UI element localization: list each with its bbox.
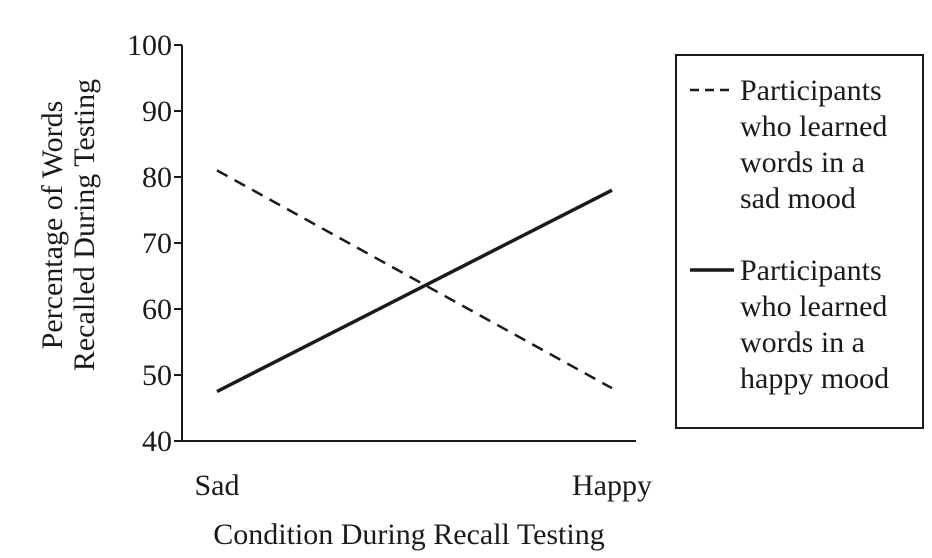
y-axis-label: Percentage of Words Recalled During Test… xyxy=(36,79,101,371)
legend-entry-text: who learned xyxy=(740,290,887,323)
y-axis: 40 50 60 70 80 90 100 xyxy=(127,29,183,458)
y-tick-label: 80 xyxy=(142,161,172,194)
series-lines xyxy=(216,169,613,394)
y-axis-label-line-2: Recalled During Testing xyxy=(68,79,101,371)
series-line-sad-mood xyxy=(216,169,613,390)
y-tick-label: 60 xyxy=(142,293,172,326)
legend-entry-text: happy mood xyxy=(740,362,889,395)
series-line-happy-mood xyxy=(216,188,613,394)
legend-entry-text: who learned xyxy=(740,110,887,143)
legend-entry-text: Participants xyxy=(740,254,882,287)
legend-entry-text: words in a xyxy=(740,326,865,359)
y-tick-label: 50 xyxy=(142,359,172,392)
y-tick-label: 70 xyxy=(142,227,172,260)
y-axis-label-line-1: Percentage of Words xyxy=(36,101,69,350)
x-axis: Sad Happy xyxy=(182,440,652,502)
x-tick-label: Happy xyxy=(572,469,652,502)
legend-entry-text: Participants xyxy=(740,74,882,107)
legend-entry-text: words in a xyxy=(740,146,865,179)
x-axis-label: Condition During Recall Testing xyxy=(213,518,604,551)
y-tick-label: 90 xyxy=(142,95,172,128)
y-tick-label: 100 xyxy=(127,29,172,62)
x-tick-label: Sad xyxy=(195,469,240,502)
legend-box xyxy=(675,54,924,429)
y-tick-label: 40 xyxy=(142,425,172,458)
legend-entry-text: sad mood xyxy=(740,182,856,215)
